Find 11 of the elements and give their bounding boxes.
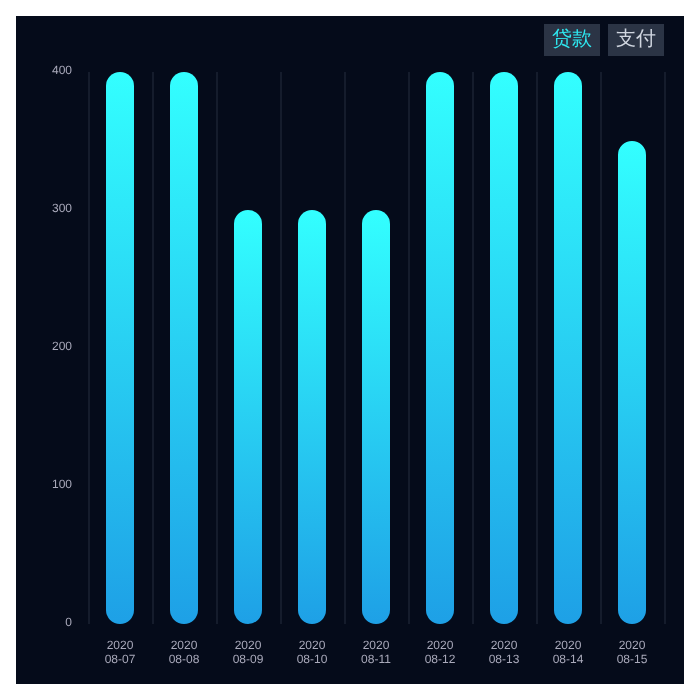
bar [298, 210, 326, 624]
bar [170, 72, 198, 624]
bar [234, 210, 262, 624]
text: 贷款 [552, 27, 592, 51]
bar [618, 141, 646, 624]
bar [554, 72, 582, 624]
bar [490, 72, 518, 624]
bar [106, 72, 134, 624]
bar [362, 210, 390, 624]
bar [426, 72, 454, 624]
text: 支付 [616, 27, 656, 51]
